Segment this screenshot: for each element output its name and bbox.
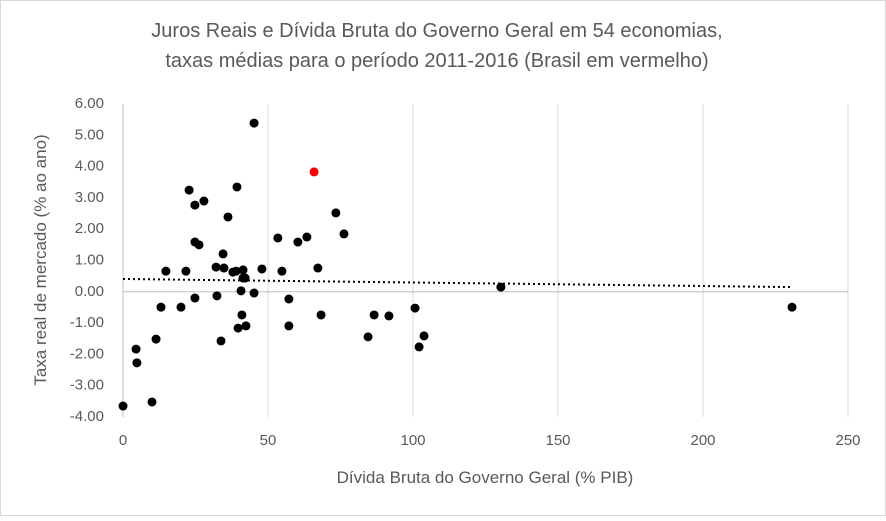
point bbox=[233, 323, 243, 333]
point bbox=[313, 263, 323, 273]
point bbox=[496, 282, 506, 292]
point bbox=[277, 266, 287, 276]
point bbox=[257, 264, 267, 274]
y-tick-label: 2.00 bbox=[75, 220, 104, 237]
point bbox=[238, 265, 248, 275]
x-axis-label: Dívida Bruta do Governo Geral (% PIB) bbox=[337, 468, 634, 487]
point bbox=[151, 334, 161, 344]
point bbox=[339, 229, 349, 239]
point bbox=[284, 321, 294, 331]
point bbox=[249, 118, 259, 128]
point bbox=[211, 262, 221, 272]
point bbox=[316, 310, 326, 320]
point bbox=[236, 286, 246, 296]
x-tick-label: 150 bbox=[545, 432, 570, 449]
chart-title: Juros Reais e Dívida Bruta do Governo Ge… bbox=[151, 20, 722, 42]
point bbox=[156, 302, 166, 312]
point bbox=[216, 336, 226, 346]
point bbox=[212, 291, 222, 301]
y-tick-label: 0.00 bbox=[75, 283, 104, 300]
point bbox=[410, 303, 420, 313]
point bbox=[118, 401, 128, 411]
point bbox=[414, 342, 424, 352]
x-tick-label: 100 bbox=[400, 432, 425, 449]
point bbox=[131, 344, 141, 354]
y-tick-label: -1.00 bbox=[70, 314, 104, 331]
chart-title: taxas médias para o período 2011-2016 (B… bbox=[165, 50, 708, 72]
y-tick-label: 1.00 bbox=[75, 251, 104, 268]
point bbox=[190, 293, 200, 303]
point bbox=[293, 237, 303, 247]
point bbox=[237, 310, 247, 320]
point bbox=[232, 182, 242, 192]
point bbox=[240, 273, 250, 283]
point bbox=[273, 233, 283, 243]
point bbox=[249, 288, 259, 298]
x-tick-label: 250 bbox=[835, 432, 860, 449]
point bbox=[132, 358, 142, 368]
y-tick-label: -4.00 bbox=[70, 408, 104, 425]
point bbox=[161, 266, 171, 276]
point bbox=[223, 212, 233, 222]
y-tick-label: 6.00 bbox=[75, 95, 104, 112]
point bbox=[181, 266, 191, 276]
point bbox=[199, 196, 209, 206]
point bbox=[369, 310, 379, 320]
point bbox=[176, 302, 186, 312]
x-tick-label: 50 bbox=[260, 432, 277, 449]
trendline bbox=[122, 277, 793, 289]
point bbox=[231, 266, 241, 276]
y-tick-label: -2.00 bbox=[70, 345, 104, 362]
x-tick-label: 200 bbox=[690, 432, 715, 449]
point bbox=[302, 232, 312, 242]
point bbox=[419, 331, 429, 341]
point bbox=[190, 200, 200, 210]
x-tick-label: 0 bbox=[119, 432, 127, 449]
point bbox=[218, 249, 228, 259]
y-tick-label: 3.00 bbox=[75, 189, 104, 206]
y-axis-label: Taxa real de mercado (% ao ano) bbox=[31, 134, 50, 385]
point bbox=[219, 263, 229, 273]
point bbox=[184, 185, 194, 195]
point bbox=[309, 167, 319, 177]
point bbox=[384, 311, 394, 321]
point bbox=[284, 294, 294, 304]
point bbox=[241, 321, 251, 331]
point bbox=[787, 302, 797, 312]
point bbox=[147, 397, 157, 407]
point bbox=[363, 332, 373, 342]
y-tick-label: 5.00 bbox=[75, 126, 104, 143]
point bbox=[331, 208, 341, 218]
y-tick-label: -3.00 bbox=[70, 377, 104, 394]
y-tick-label: 4.00 bbox=[75, 158, 104, 175]
point bbox=[194, 240, 204, 250]
